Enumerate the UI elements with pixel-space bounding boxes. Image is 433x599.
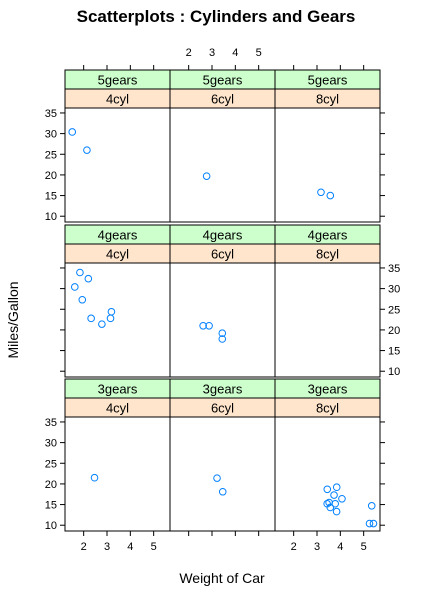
data-point	[367, 502, 376, 510]
cyl-strip-label: 6cyl	[211, 247, 234, 262]
panel-frame	[274, 416, 381, 532]
y-tick-label: 15	[388, 346, 400, 358]
data-point	[326, 191, 335, 200]
y-tick-label: 30	[388, 284, 400, 296]
x-tick-label: 3	[209, 47, 215, 59]
gear-strip-label: 3gears	[308, 382, 348, 397]
data-point	[90, 473, 99, 482]
data-point	[323, 499, 331, 508]
data-point	[218, 329, 227, 338]
x-tick-label: 5	[256, 47, 262, 59]
y-tick-label: 35	[45, 417, 57, 429]
x-tick-label: 5	[361, 541, 367, 553]
data-point	[83, 146, 91, 154]
data-point	[218, 335, 227, 343]
data-point	[338, 494, 346, 503]
y-tick-label: 25	[45, 458, 57, 470]
x-tick-label: 3	[104, 541, 110, 553]
data-point	[365, 519, 374, 528]
y-tick-label: 25	[45, 149, 57, 161]
x-tick-label: 3	[314, 541, 320, 553]
data-point	[218, 487, 227, 496]
y-tick-label: 10	[388, 366, 400, 378]
data-point	[369, 519, 378, 528]
cyl-strip-label: 4cyl	[106, 401, 129, 416]
data-point	[205, 321, 213, 330]
data-point	[76, 268, 84, 277]
gear-strip-label: 3gears	[203, 382, 243, 397]
data-point	[71, 283, 79, 291]
gear-strip-label: 4gears	[308, 228, 348, 243]
x-axis-label: Weight of Car	[179, 570, 265, 586]
gear-strip-label: 5gears	[203, 73, 243, 88]
data-point	[107, 307, 116, 316]
gear-strip-label: 4gears	[203, 228, 243, 243]
gear-strip-label: 5gears	[98, 73, 138, 88]
x-tick-label: 4	[337, 541, 343, 553]
y-tick-label: 25	[388, 304, 400, 316]
data-point	[78, 295, 87, 304]
gear-strip-label: 3gears	[98, 382, 138, 397]
x-tick-label: 4	[127, 541, 133, 553]
data-point	[87, 314, 95, 323]
data-point	[332, 483, 341, 492]
data-point	[199, 321, 207, 330]
x-tick-label: 5	[151, 541, 157, 553]
y-tick-label: 10	[45, 211, 57, 223]
panel-frame	[64, 262, 171, 378]
data-point	[84, 274, 93, 283]
panel-frame	[169, 107, 276, 223]
gear-strip-label: 5gears	[308, 73, 348, 88]
cyl-strip-label: 4cyl	[106, 247, 129, 262]
data-point	[330, 491, 338, 499]
data-point	[332, 507, 341, 516]
y-tick-label: 10	[45, 520, 57, 532]
x-tick-label: 2	[81, 541, 87, 553]
y-tick-label: 15	[45, 191, 57, 203]
data-point	[202, 172, 211, 180]
x-tick-label: 2	[291, 541, 297, 553]
panel-frame	[64, 416, 171, 532]
panel-frame	[64, 107, 171, 223]
chart-title: Scatterplots : Cylinders and Gears	[77, 7, 356, 26]
y-tick-label: 30	[45, 129, 57, 141]
y-tick-label: 20	[45, 170, 57, 182]
y-tick-label: 20	[388, 325, 400, 337]
cyl-strip-label: 8cyl	[316, 401, 339, 416]
data-point	[317, 188, 325, 197]
data-point	[323, 485, 332, 494]
panels-layer: 5gears 4cyl 5gears 6cyl 5gears 8cyl 4gears 4cyl…	[64, 69, 381, 532]
cyl-strip-label: 4cyl	[106, 92, 129, 107]
gear-strip-label: 4gears	[98, 228, 138, 243]
y-axis-label: Miles/Gallon	[5, 281, 21, 358]
cyl-strip-label: 8cyl	[316, 92, 339, 107]
data-point	[213, 474, 221, 482]
y-tick-label: 35	[45, 108, 57, 120]
data-point	[325, 498, 333, 507]
data-point	[106, 314, 115, 323]
panel-frame	[169, 262, 276, 378]
panel-frame	[169, 416, 276, 532]
data-point	[68, 128, 77, 136]
y-tick-label: 30	[45, 438, 57, 450]
data-point	[98, 320, 106, 328]
y-tick-label: 20	[45, 479, 57, 491]
x-tick-label: 2	[186, 47, 192, 59]
panel-frame	[274, 107, 381, 223]
y-tick-label: 15	[45, 500, 57, 512]
y-tick-label: 35	[388, 263, 400, 275]
cyl-strip-label: 6cyl	[211, 401, 234, 416]
cyl-strip-label: 8cyl	[316, 247, 339, 262]
data-point	[331, 499, 340, 508]
cyl-strip-label: 6cyl	[211, 92, 234, 107]
x-tick-label: 4	[232, 47, 238, 59]
panel-frame	[274, 262, 381, 378]
